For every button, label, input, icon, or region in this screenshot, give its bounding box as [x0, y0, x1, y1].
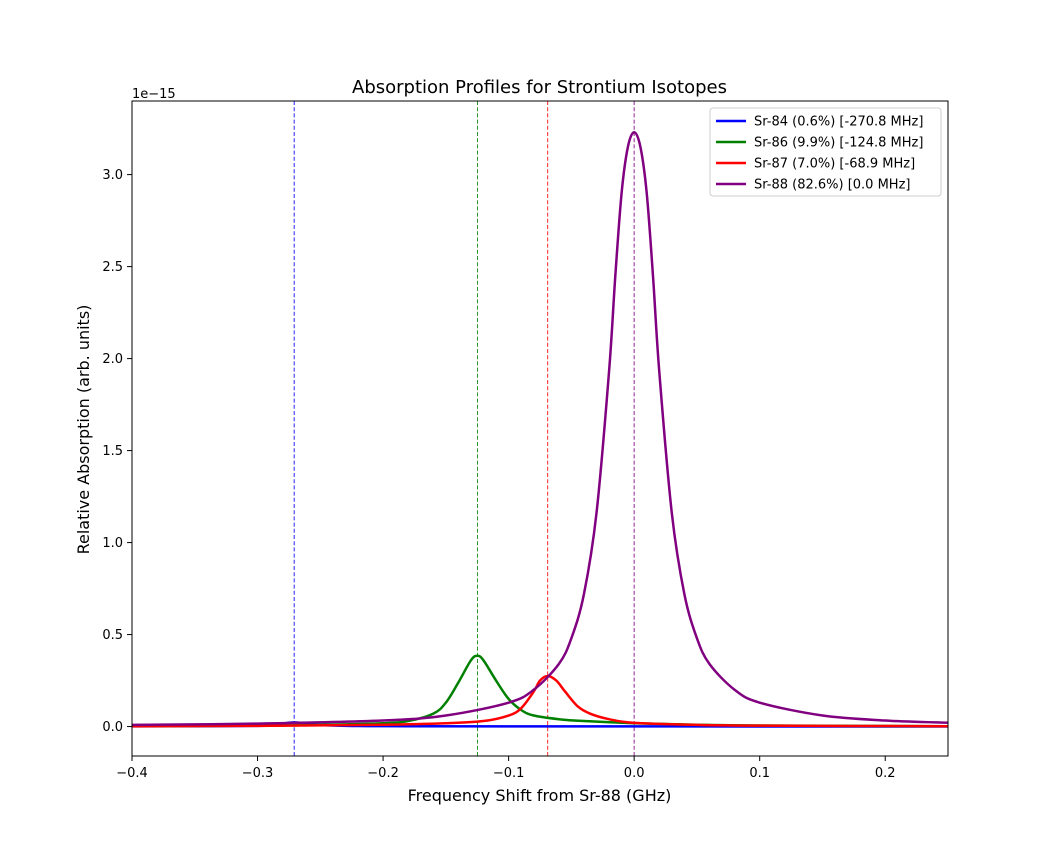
plot-area [132, 101, 948, 756]
y-tick-label-3: 1.5 [102, 444, 123, 459]
y-tick-label-6: 3.0 [102, 168, 123, 183]
chart-title: Absorption Profiles for Strontium Isotop… [352, 77, 727, 98]
y-tick-label-2: 1.0 [102, 536, 123, 551]
y-offset-text: 1e−15 [132, 87, 176, 102]
series-group [132, 101, 948, 756]
y-axis-label: Relative Absorption (arb. units) [74, 305, 93, 555]
x-tick-label-5: 0.1 [749, 766, 770, 781]
x-tick-label-1: −0.3 [242, 766, 274, 781]
legend-label-2: Sr-87 (7.0%) [-68.9 MHz] [754, 157, 915, 172]
x-tick-label-4: 0.0 [624, 766, 645, 781]
x-axis-label: Frequency Shift from Sr-88 (GHz) [408, 786, 672, 805]
x-tick-label-0: −0.4 [116, 766, 148, 781]
axes: −0.4 −0.3 −0.2 −0.1 0.0 0.1 0.2 0.0 0.5 1.0 1.5 2.0… [102, 100, 949, 781]
legend-label-0: Sr-84 (0.6%) [-270.8 MHz] [754, 115, 923, 130]
y-tick-label-5: 2.5 [102, 260, 123, 275]
y-tick-label-0: 0.0 [102, 720, 123, 735]
y-tick-label-4: 2.0 [102, 352, 123, 367]
legend: Sr-84 (0.6%) [-270.8 MHz] Sr-86 (9.9%) [-… [709, 107, 942, 197]
y-tick-label-1: 0.5 [102, 628, 123, 643]
series-line-3 [132, 131, 948, 727]
legend-label-3: Sr-88 (82.6%) [0.0 MHz] [754, 178, 910, 193]
x-tick-label-6: 0.2 [875, 766, 896, 781]
legend-box [709, 107, 942, 197]
legend-label-1: Sr-86 (9.9%) [-124.8 MHz] [754, 136, 923, 151]
x-tick-label-2: −0.2 [367, 766, 399, 781]
axes-frame [131, 100, 949, 757]
x-tick-label-3: −0.1 [493, 766, 525, 781]
